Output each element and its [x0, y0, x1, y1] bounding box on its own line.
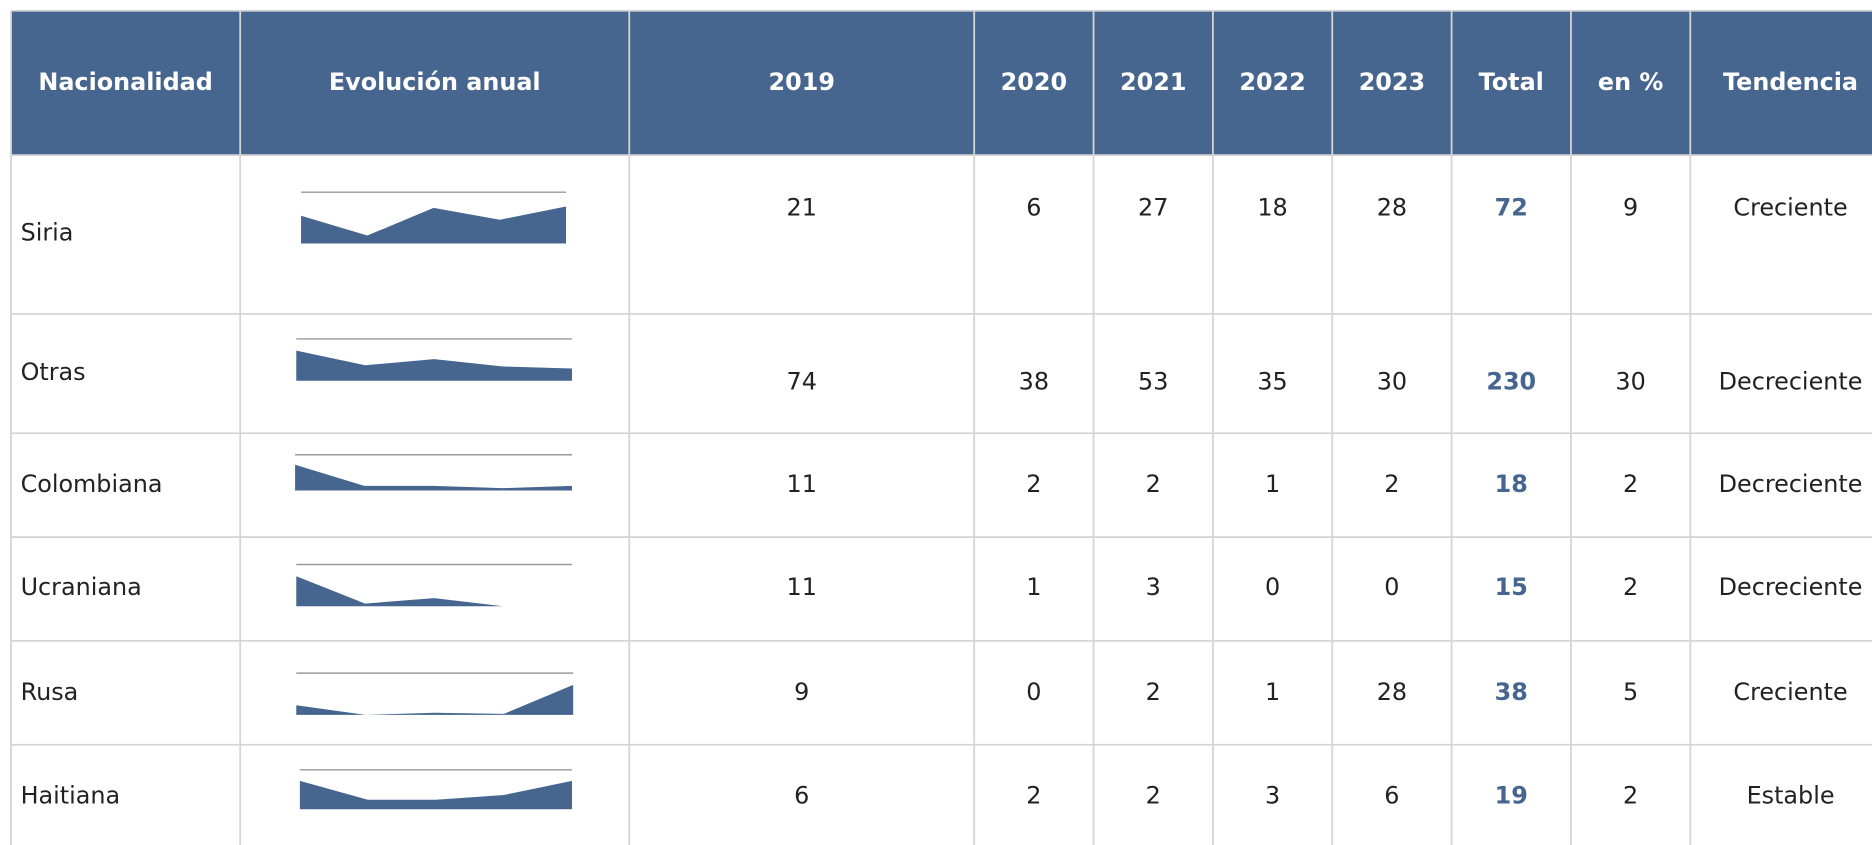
- header-bg: [11, 10, 1872, 156]
- year-value: 2: [1146, 678, 1161, 706]
- nationality: Ucraniana: [21, 573, 142, 601]
- year-value: 0: [1265, 573, 1280, 601]
- trend: Estable: [1747, 782, 1835, 810]
- year-value: 18: [1257, 193, 1287, 221]
- year-value: 2: [1026, 782, 1041, 810]
- year-value: 2: [1384, 470, 1399, 498]
- percent: 5: [1623, 678, 1638, 706]
- column-header: Tendencia: [1723, 68, 1858, 96]
- year-value: 1: [1265, 678, 1280, 706]
- percent: 30: [1615, 368, 1645, 396]
- nationality: Colombiana: [21, 470, 163, 498]
- trend: Decreciente: [1719, 573, 1863, 601]
- nationality: Haitiana: [21, 782, 121, 810]
- year-value: 35: [1257, 368, 1287, 396]
- percent: 9: [1623, 193, 1638, 221]
- nationality: Siria: [21, 218, 74, 246]
- trend: Decreciente: [1719, 368, 1863, 396]
- sparkline-area: [296, 684, 574, 715]
- year-value: 1: [1265, 470, 1280, 498]
- sparkline-area: [299, 780, 572, 810]
- column-header: en %: [1598, 68, 1663, 96]
- total: 38: [1495, 678, 1528, 706]
- percent: 2: [1623, 470, 1638, 498]
- total: 18: [1495, 470, 1528, 498]
- year-value: 28: [1377, 678, 1407, 706]
- year-value: 2: [1146, 470, 1161, 498]
- total: 15: [1495, 573, 1528, 601]
- column-header: Total: [1479, 68, 1544, 96]
- year-value: 2: [1146, 782, 1161, 810]
- year-value: 6: [1026, 193, 1041, 221]
- year-value: 27: [1138, 193, 1168, 221]
- year-value: 6: [1384, 782, 1399, 810]
- column-header: 2022: [1239, 68, 1305, 96]
- year-value: 2: [1026, 470, 1041, 498]
- column-header: 2021: [1120, 68, 1186, 96]
- year-value: 11: [787, 470, 817, 498]
- column-header: 2023: [1359, 68, 1425, 96]
- percent: 2: [1623, 782, 1638, 810]
- year-value: 21: [787, 193, 817, 221]
- year-value: 74: [787, 368, 817, 396]
- total: 19: [1495, 782, 1528, 810]
- year-value: 1: [1026, 573, 1041, 601]
- year-value: 3: [1146, 573, 1161, 601]
- column-header: 2019: [769, 68, 835, 96]
- sparkline-area: [301, 206, 567, 244]
- trend: Creciente: [1733, 678, 1847, 706]
- column-header: Nacionalidad: [38, 68, 212, 96]
- year-value: 9: [794, 678, 809, 706]
- sparkline-area: [296, 576, 572, 607]
- year-value: 53: [1138, 368, 1168, 396]
- trend: Creciente: [1733, 193, 1847, 221]
- year-value: 3: [1265, 782, 1280, 810]
- year-value: 11: [787, 573, 817, 601]
- year-value: 6: [794, 782, 809, 810]
- column-header: 2020: [1001, 68, 1067, 96]
- year-value: 30: [1377, 368, 1407, 396]
- total: 72: [1495, 193, 1528, 221]
- trend: Decreciente: [1719, 470, 1863, 498]
- total: 230: [1486, 368, 1536, 396]
- sparkline-area: [296, 350, 572, 381]
- sparkline-area: [295, 464, 572, 491]
- year-value: 0: [1384, 573, 1399, 601]
- nationality: Rusa: [21, 678, 79, 706]
- column-header: Evolución anual: [329, 68, 541, 96]
- percent: 2: [1623, 573, 1638, 601]
- nationality: Otras: [21, 358, 86, 386]
- year-value: 38: [1019, 368, 1049, 396]
- year-value: 28: [1377, 193, 1407, 221]
- year-value: 0: [1026, 678, 1041, 706]
